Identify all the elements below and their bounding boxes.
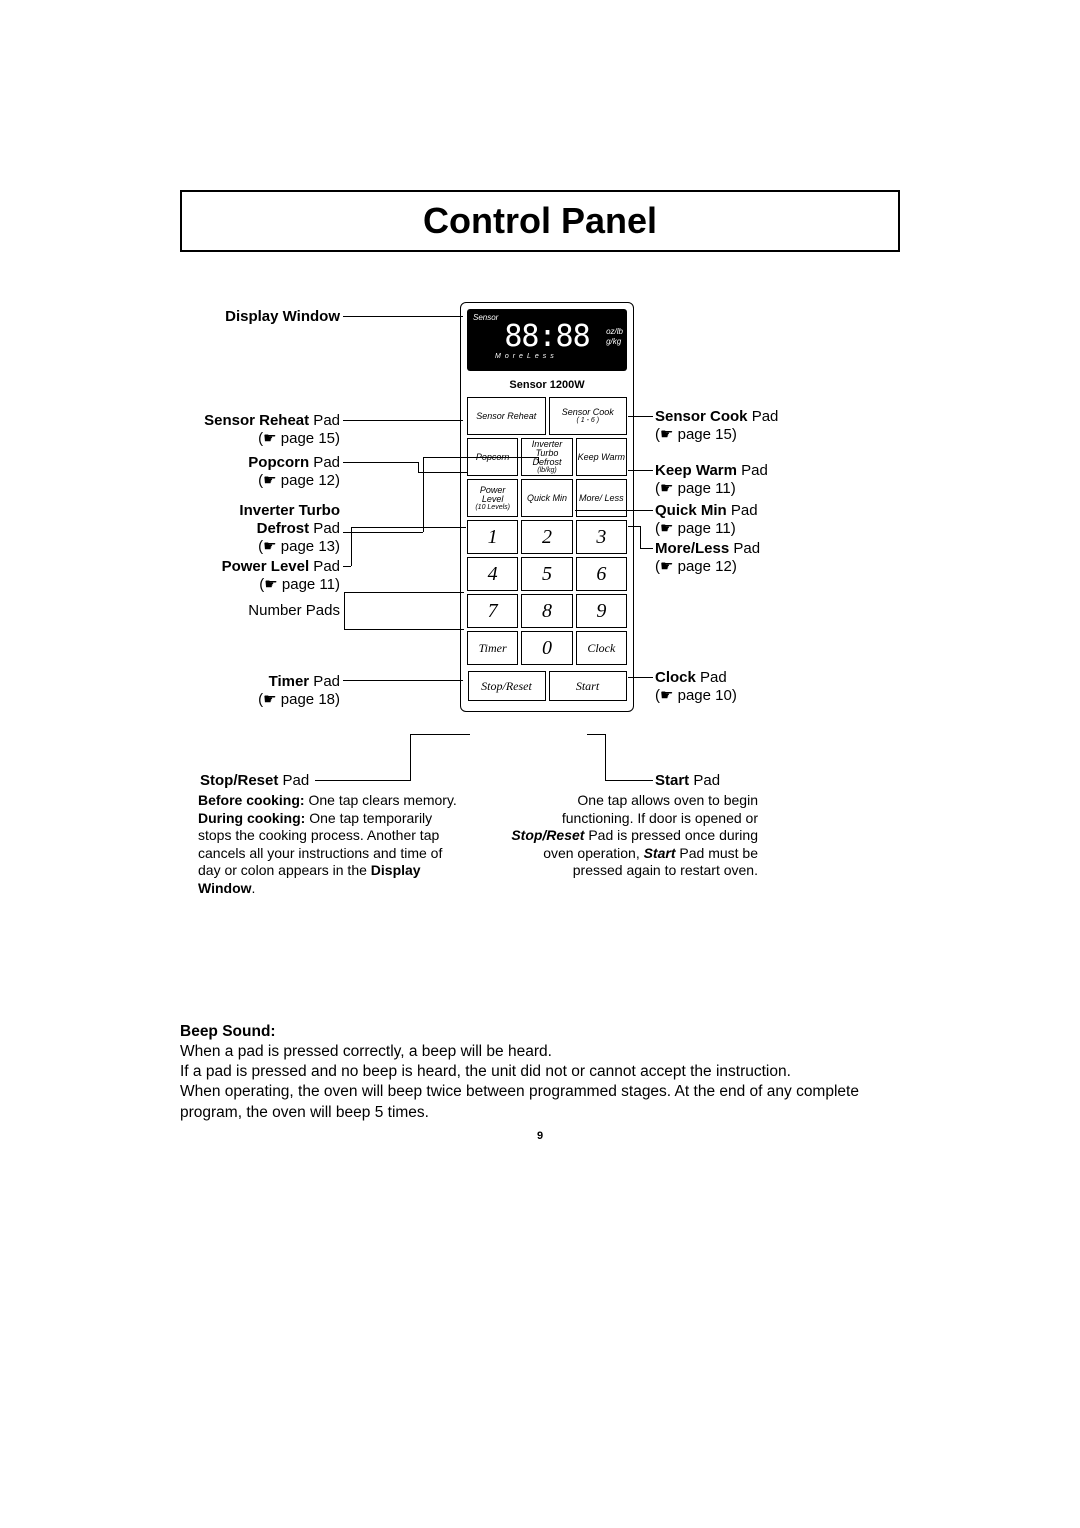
start-description: One tap allows oven to begin functioning…	[508, 792, 758, 897]
label-stop-reset: Stop/Reset Pad	[200, 772, 309, 790]
num-8[interactable]: 8	[521, 594, 572, 628]
more-less-pad[interactable]: More/ Less	[576, 479, 627, 517]
num-4[interactable]: 4	[467, 557, 518, 591]
num-9[interactable]: 9	[576, 594, 627, 628]
label-more-less: More/Less Pad (☛ page 12)	[655, 540, 760, 576]
beep-line-1: When a pad is pressed correctly, a beep …	[180, 1042, 900, 1062]
display-moreless: MoreLess	[473, 352, 621, 360]
model-label: Sensor 1200W	[467, 371, 627, 397]
label-sensor-reheat: Sensor Reheat Pad (☛ page 15)	[180, 412, 340, 448]
panel: Sensor 88:88 oz/lb g/kg MoreLess Sensor …	[460, 302, 634, 712]
label-clock: Clock Pad (☛ page 10)	[655, 669, 737, 705]
num-0[interactable]: 0	[521, 631, 572, 665]
label-keep-warm: Keep Warm Pad (☛ page 11)	[655, 462, 768, 498]
label-sensor-cook: Sensor Cook Pad (☛ page 15)	[655, 408, 778, 444]
label-inverter: Inverter Turbo Defrost Pad (☛ page 13)	[180, 502, 340, 556]
control-panel-diagram: Sensor 88:88 oz/lb g/kg MoreLess Sensor …	[180, 302, 900, 922]
title: Control Panel	[180, 190, 900, 252]
timer-pad[interactable]: Timer	[467, 631, 518, 665]
num-5[interactable]: 5	[521, 557, 572, 591]
label-popcorn: Popcorn Pad (☛ page 12)	[180, 454, 340, 490]
label-power-level: Power Level Pad (☛ page 11)	[180, 558, 340, 594]
display-window: Sensor 88:88 oz/lb g/kg MoreLess	[467, 309, 627, 371]
start-pad[interactable]: Start	[549, 671, 627, 701]
page-number: 9	[0, 1130, 1080, 1142]
sensor-cook-pad[interactable]: Sensor Cook ( 1 - 6 )	[549, 397, 628, 435]
display-digits: 88:88	[473, 322, 621, 352]
label-timer: Timer Pad (☛ page 18)	[180, 673, 340, 709]
num-1[interactable]: 1	[467, 520, 518, 554]
label-start: Start Pad	[655, 772, 720, 790]
beep-sound-section: Beep Sound: When a pad is pressed correc…	[180, 1022, 900, 1123]
clock-pad[interactable]: Clock	[576, 631, 627, 665]
label-quick-min: Quick Min Pad (☛ page 11)	[655, 502, 758, 538]
num-7[interactable]: 7	[467, 594, 518, 628]
label-number-pads: Number Pads	[180, 602, 340, 620]
power-level-pad[interactable]: Power Level (10 Levels)	[467, 479, 518, 517]
page-content: Control Panel Sensor 88:88 oz/lb g/kg Mo…	[180, 190, 900, 1123]
stop-reset-pad[interactable]: Stop/Reset	[468, 671, 546, 701]
beep-line-3: When operating, the oven will beep twice…	[180, 1082, 900, 1122]
quick-min-pad[interactable]: Quick Min	[521, 479, 572, 517]
beep-line-2: If a pad is pressed and no beep is heard…	[180, 1062, 900, 1082]
display-units: oz/lb g/kg	[606, 327, 623, 347]
label-display-window: Display Window	[220, 308, 340, 326]
num-3[interactable]: 3	[576, 520, 627, 554]
keep-warm-pad[interactable]: Keep Warm	[576, 438, 627, 476]
beep-heading: Beep Sound:	[180, 1022, 900, 1042]
num-2[interactable]: 2	[521, 520, 572, 554]
stop-reset-description: Before cooking: One tap clears memory. D…	[198, 792, 458, 897]
sensor-reheat-pad[interactable]: Sensor Reheat	[467, 397, 546, 435]
num-6[interactable]: 6	[576, 557, 627, 591]
